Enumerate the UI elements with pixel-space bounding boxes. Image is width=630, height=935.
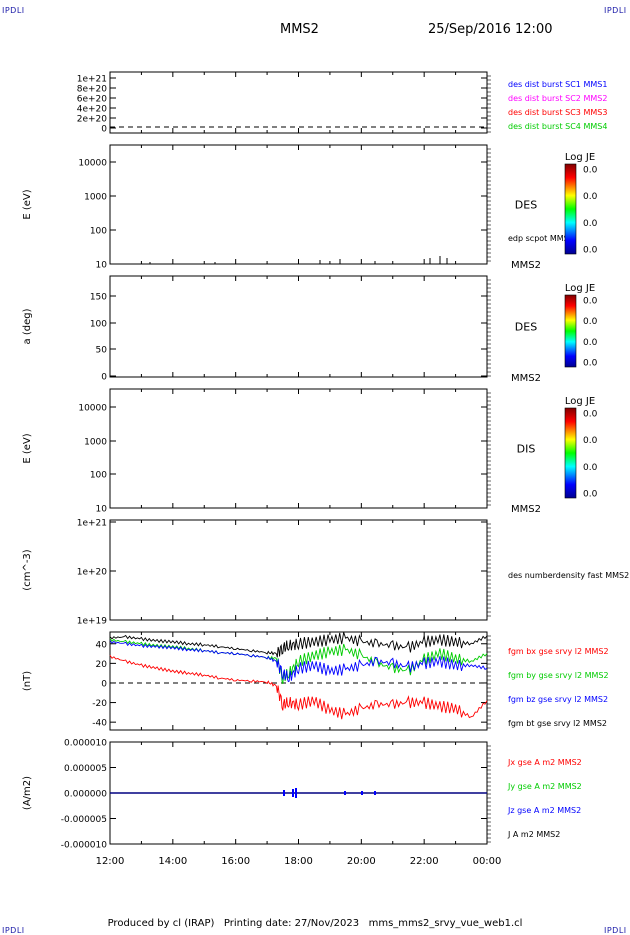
colorbar-tick-label: 0.0 [583,166,598,176]
y-tick-label: 10 [96,261,108,271]
date-title: 25/Sep/2016 12:00 [428,22,553,37]
y-tick-label: 100 [90,227,107,237]
y-tick-label: 150 [90,293,107,303]
colorbar-tick-label: 0.0 [583,490,598,500]
y-tick-label: 8e+20 [77,85,108,95]
series-line [109,640,488,683]
des-energy-spectrogram-frame [109,144,488,265]
colorbar-tick-label: 0.0 [583,246,598,256]
panel-sublabel: MMS2 [511,260,541,271]
panel-label: DES [515,321,537,334]
panel-label: DIS [517,443,536,456]
time-tick-label: 18:00 [284,856,313,867]
panel-sublabel: MMS2 [511,504,541,515]
time-tick-label: 16:00 [221,856,250,867]
time-tick-label: 14:00 [158,856,187,867]
legend-entry: fgm bx gse srvy l2 MMS2 [508,647,609,656]
overlay-label: edp scpot MMS2 [508,234,574,243]
y-tick-label: -20 [92,699,107,709]
time-tick-label: 22:00 [410,856,439,867]
legend-entry: des dist burst SC2 MMS2 [508,94,607,103]
y-tick-label: 1e+20 [77,568,108,578]
y-tick-label: 1e+21 [77,75,107,85]
distribution-panel-frame [109,71,488,134]
y-tick-label: -40 [92,719,107,729]
legend-entry: fgm bz gse srvy l2 MMS2 [508,695,608,704]
legend-entry: des dist burst SC3 MMS3 [508,108,607,117]
y-tick-label: 0 [101,373,107,383]
colorbar-tick-label: 0.0 [583,436,598,446]
y-tick-label: 10000 [78,159,107,169]
footer-credits: Produced by cl (IRAP) Printing date: 27/… [107,918,523,929]
y-tick-label: 1e+21 [77,519,107,529]
colorbar [564,407,577,499]
legend-entry: fgm bt gse srvy l2 MMS2 [508,719,607,728]
series-line [109,655,488,720]
y-tick-label: 0 [101,125,107,135]
y-tick-label: 40 [96,640,108,650]
legend-entry: des dist burst SC1 MMS1 [508,80,607,89]
y-tick-label: 6e+20 [77,95,108,105]
y-tick-label: 0 [101,679,107,689]
panel-sublabel: MMS2 [511,373,541,384]
colorbar-title: Log JE [565,396,595,407]
y-tick-label: -0.000010 [61,841,107,851]
y-axis-label: a (deg) [22,308,33,344]
colorbar-tick-label: 0.0 [583,297,598,307]
y-tick-label: 10 [96,505,108,515]
legend-entry: Jz gse A m2 MMS2 [507,806,581,815]
time-tick-label: 20:00 [347,856,376,867]
corner-label-top-left: IPDLI [2,6,25,15]
colorbar-tick-label: 0.0 [583,463,598,473]
y-axis-label: (nT) [22,671,33,691]
time-tick-label: 12:00 [96,856,125,867]
y-axis-label: (A/m2) [22,776,33,810]
colorbar-tick-label: 0.0 [583,338,598,348]
legend-entry: Jx gse A m2 MMS2 [507,758,582,767]
colorbar [564,294,577,368]
y-tick-label: 0.000005 [64,764,107,774]
legend-entry: des dist burst SC4 MMS4 [508,122,607,131]
corner-label-bottom-right: IPDLI [604,926,627,935]
colorbar-title: Log JE [565,283,595,294]
time-tick-label: 00:00 [473,856,502,867]
dis-energy-spectrogram-frame [109,388,488,509]
y-tick-label: 1e+19 [77,617,108,627]
y-tick-label: 0.000010 [64,739,107,749]
colorbar-tick-label: 0.0 [583,317,598,327]
y-tick-label: 1000 [84,438,107,448]
spacecraft-title: MMS2 [280,22,319,37]
y-axis-label: E (eV) [22,189,33,219]
series-line [109,638,488,685]
corner-label-top-right: IPDLI [604,6,627,15]
panel-label: DES [515,199,537,212]
y-tick-label: 20 [96,660,108,670]
y-tick-label: 100 [90,471,107,481]
y-tick-label: -0.000005 [61,815,107,825]
y-tick-label: 10000 [78,404,107,414]
corner-label-bottom-left: IPDLI [2,926,25,935]
colorbar-tick-label: 0.0 [583,359,598,369]
legend-entry: fgm by gse srvy l2 MMS2 [508,671,609,680]
y-tick-label: 0.000000 [64,790,107,800]
y-tick-label: 1000 [84,193,107,203]
y-axis-label: E (eV) [22,433,33,463]
y-tick-label: 50 [96,346,108,356]
y-tick-label: 4e+20 [77,105,108,115]
colorbar-tick-label: 0.0 [583,192,598,202]
y-tick-label: 2e+20 [77,115,108,125]
y-tick-label: 100 [90,320,107,330]
y-axis-label: (cm^-3) [22,549,33,590]
colorbar [564,163,577,255]
legend-entry: des numberdensity fast MMS2 [508,571,629,580]
series-line [109,632,488,658]
density-panel-frame [109,519,488,621]
des-pitch-angle-frame [109,275,488,378]
legend-entry: Jy gse A m2 MMS2 [507,782,582,791]
colorbar-tick-label: 0.0 [583,219,598,229]
legend-entry: J A m2 MMS2 [507,830,560,839]
colorbar-tick-label: 0.0 [583,410,598,420]
colorbar-title: Log JE [565,152,595,163]
